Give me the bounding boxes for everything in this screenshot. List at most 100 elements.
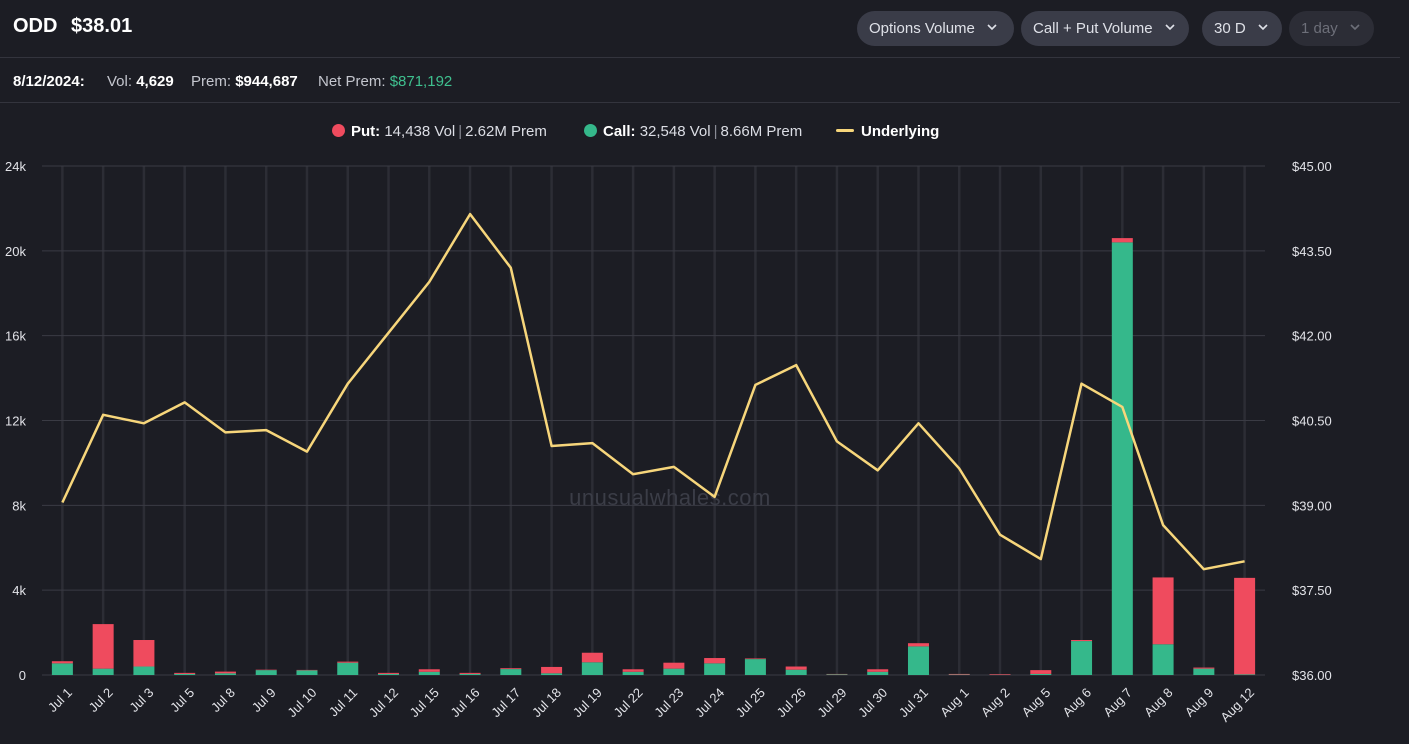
put-bar [92, 624, 114, 669]
put-dot-icon [332, 124, 345, 137]
put-bar [1234, 577, 1256, 675]
put-bar [785, 666, 807, 670]
volume-type-dropdown-label: Call + Put Volume [1033, 20, 1153, 37]
x-tick-label: Jul 15 [407, 685, 442, 720]
put-bar [1071, 640, 1093, 642]
call-bar [255, 670, 277, 675]
legend-put-prem: 2.62M Prem [465, 123, 547, 140]
x-tick-label: Jul 9 [249, 685, 279, 715]
put-bar [418, 669, 440, 672]
put-bar [541, 666, 563, 674]
legend-call-prem: 8.66M Prem [720, 123, 803, 140]
put-bar [337, 661, 359, 663]
top-bar: ODD $38.01 Options Volume Call + Put Vol… [0, 0, 1400, 58]
y-left-tick-label: 12k [5, 414, 26, 429]
y-right-tick-label: $40.50 [1292, 414, 1332, 429]
x-tick-label: Aug 5 [1019, 685, 1054, 720]
y-right-tick-label: $37.50 [1292, 583, 1332, 598]
call-bar [1152, 644, 1174, 675]
put-bar [704, 658, 726, 664]
x-tick-label: Jul 1 [45, 685, 75, 715]
x-tick-label: Jul 29 [814, 685, 849, 720]
call-bar [378, 673, 400, 675]
legend-underlying[interactable]: Underlying [836, 123, 939, 140]
call-bar [622, 671, 644, 675]
y-right-tick-label: $42.00 [1292, 329, 1332, 344]
x-tick-label: Jul 19 [570, 685, 605, 720]
x-tick-label: Jul 5 [167, 685, 197, 715]
x-tick-label: Aug 7 [1100, 685, 1135, 720]
put-bar [581, 652, 603, 663]
call-bar [296, 670, 318, 675]
x-tick-label: Jul 11 [326, 685, 360, 719]
interval-dropdown[interactable]: 1 day [1289, 11, 1374, 46]
y-left-tick-label: 0 [19, 668, 26, 683]
x-tick-label: Aug 12 [1217, 685, 1257, 725]
call-bar [1193, 668, 1215, 675]
legend-put-vol: 14,438 Vol [384, 123, 456, 140]
legend-put[interactable]: Put: 14,438 Vol | 2.62M Prem [332, 123, 547, 140]
call-bar [867, 671, 889, 675]
metric-dropdown[interactable]: Options Volume [857, 11, 1014, 46]
chevron-down-icon [1258, 23, 1268, 31]
chevron-down-icon [1350, 23, 1360, 31]
x-tick-label: Jul 26 [774, 685, 809, 720]
put-bar [1193, 667, 1215, 669]
x-tick-label: Aug 2 [978, 685, 1013, 720]
x-tick-label: Jul 16 [447, 685, 482, 720]
y-left-tick-label: 16k [5, 329, 26, 344]
put-bar [622, 669, 644, 672]
x-tick-label: Jul 12 [366, 685, 401, 720]
put-bar [500, 668, 522, 670]
call-bar [1030, 673, 1052, 675]
underlying-line-icon [836, 129, 854, 132]
stats-volume: Vol: 4,629 [107, 73, 174, 90]
watermark: unusualwhales.com [569, 485, 771, 510]
x-tick-label: Jul 8 [208, 685, 238, 715]
put-bar [663, 662, 685, 669]
ticker-header: ODD $38.01 [13, 15, 132, 38]
x-tick-label: Jul 22 [611, 685, 646, 720]
x-tick-label: Aug 8 [1141, 685, 1176, 720]
legend-call-label: Call: [603, 123, 636, 140]
stats-bar: 8/12/2024: Vol: 4,629 Prem: $944,687 Net… [0, 59, 1400, 103]
x-tick-label: Jul 24 [692, 685, 727, 720]
legend-underlying-label: Underlying [861, 123, 940, 140]
x-tick-label: Jul 3 [126, 685, 156, 715]
volume-type-dropdown[interactable]: Call + Put Volume [1021, 11, 1189, 46]
legend-call[interactable]: Call: 32,548 Vol | 8.66M Prem [584, 123, 802, 140]
call-bar [907, 646, 929, 675]
legend-call-vol: 32,548 Vol [639, 123, 711, 140]
call-bar [581, 662, 603, 675]
range-dropdown-label: 30 D [1214, 20, 1246, 37]
put-bar [907, 643, 929, 647]
call-bar [744, 659, 766, 675]
call-bar [1071, 641, 1093, 675]
ticker-price: $38.01 [71, 15, 133, 37]
y-left-tick-label: 24k [5, 159, 26, 174]
put-bar [51, 661, 73, 664]
x-tick-label: Jul 2 [86, 685, 116, 715]
x-tick-label: Aug 6 [1059, 685, 1094, 720]
call-bar [704, 663, 726, 675]
x-tick-label: Jul 31 [896, 685, 931, 720]
call-bar [51, 663, 73, 675]
metric-dropdown-label: Options Volume [869, 20, 975, 37]
x-tick-label: Jul 25 [733, 685, 768, 720]
call-bar [826, 674, 848, 675]
call-bar [459, 673, 481, 675]
y-right-tick-label: $36.00 [1292, 668, 1332, 683]
x-tick-label: Aug 9 [1182, 685, 1217, 720]
x-tick-label: Jul 30 [855, 685, 890, 720]
x-tick-label: Jul 10 [284, 685, 319, 720]
range-dropdown[interactable]: 30 D [1202, 11, 1282, 46]
put-bar [744, 658, 766, 660]
put-bar [459, 672, 481, 674]
put-bar [214, 671, 236, 674]
chevron-down-icon [1165, 23, 1175, 31]
call-bar [214, 673, 236, 675]
call-bar [133, 666, 155, 675]
put-bar [1111, 238, 1133, 243]
call-bar [92, 668, 114, 675]
put-bar [989, 674, 1011, 675]
